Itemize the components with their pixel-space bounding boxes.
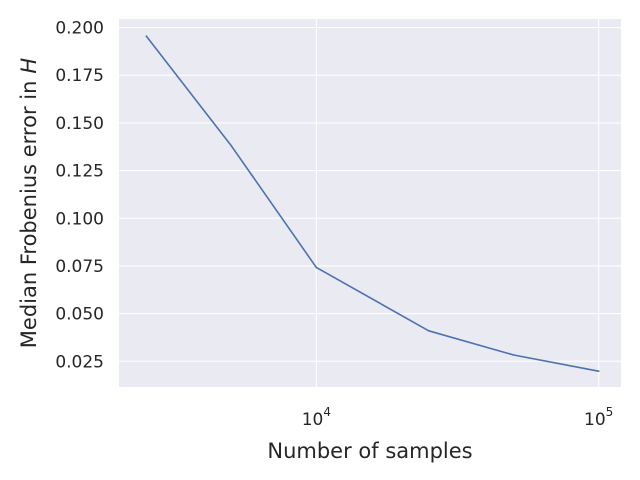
y-tick-label: 0.175 <box>55 66 104 86</box>
y-gridlines <box>119 27 621 362</box>
x-gridlines <box>315 19 600 387</box>
x-tick-exponent: 4 <box>323 405 331 419</box>
series-point <box>597 370 600 372</box>
y-axis-title: Median Frobenius error in H <box>17 58 41 349</box>
x-tick-exponent: 5 <box>606 405 614 419</box>
series-layer <box>145 35 600 373</box>
y-axis-title-symbol: H <box>17 58 41 74</box>
y-tick-label: 0.150 <box>55 114 104 134</box>
series-point <box>230 144 233 147</box>
y-tick-label: 0.100 <box>55 209 104 229</box>
series-line <box>145 35 600 373</box>
y-tick-label: 0.200 <box>55 19 104 39</box>
series-point <box>315 266 318 269</box>
x-tick-base: 10 <box>584 410 606 430</box>
y-tick-label: 0.125 <box>55 162 104 182</box>
y-tick-label: 0.050 <box>55 305 104 325</box>
y-axis-title-text: Median Frobenius error in <box>17 81 41 349</box>
x-axis-title: Number of samples <box>267 439 472 463</box>
x-tick-labels: 104 105 <box>302 405 614 430</box>
series-point <box>427 329 430 332</box>
series-point <box>512 354 515 356</box>
y-tick-label: 0.025 <box>55 352 104 372</box>
plot-area-background <box>119 19 621 387</box>
y-tick-labels: 0.025 0.050 0.075 0.100 0.125 0.150 0.175 0.200 <box>55 19 104 373</box>
x-tick-base: 10 <box>302 410 324 430</box>
series-point <box>145 35 148 37</box>
x-tick-label: 104 <box>302 405 331 430</box>
x-tick-label: 105 <box>584 405 613 430</box>
y-tick-label: 0.075 <box>55 257 104 277</box>
